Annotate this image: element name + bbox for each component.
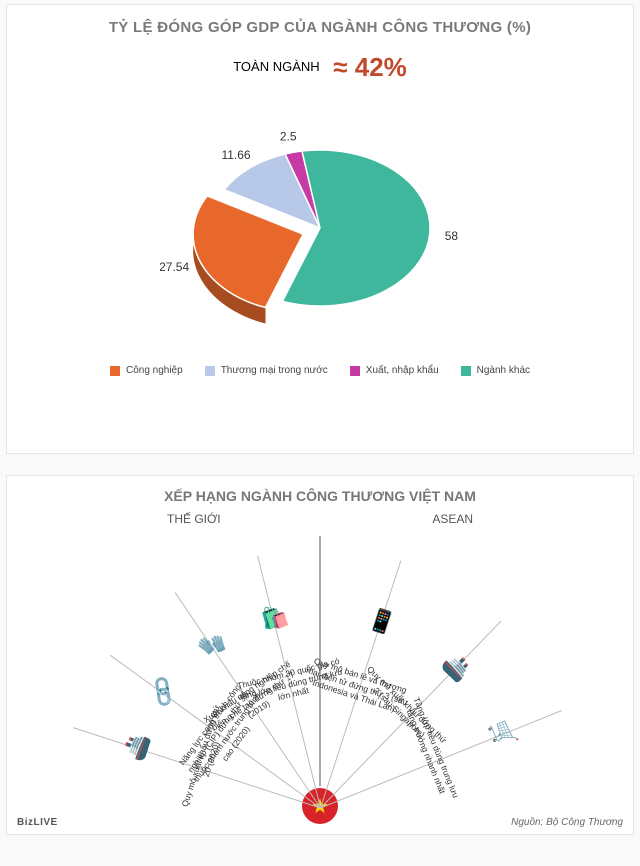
site-logo: BizLIVE [17, 817, 58, 828]
panel-title: TỶ LỆ ĐÓNG GÓP GDP CỦA NGÀNH CÔNG THƯƠNG… [7, 5, 633, 36]
ray-icon: 🛒 [485, 716, 519, 751]
legend-item: Ngành khác [461, 365, 530, 376]
region-asean: ASEAN [432, 512, 473, 526]
ray-label: Tầng lớp tiêu dùng trung lưu tăng trưởng… [401, 695, 462, 805]
ranking-panel: XẾP HẠNG NGÀNH CÔNG THƯƠNG VIỆT NAM THẾ … [6, 475, 634, 835]
legend-item: Thương mại trong nước [205, 365, 328, 376]
svg-text:2.5: 2.5 [280, 129, 297, 143]
ray-icon: 🔗 [145, 674, 182, 711]
svg-text:27.54: 27.54 [160, 260, 189, 274]
region-world: THẾ GIỚI [167, 512, 221, 526]
ray-icon: 📱 [365, 605, 399, 638]
ranking-title: XẾP HẠNG NGÀNH CÔNG THƯƠNG VIỆT NAM [7, 476, 633, 504]
pie-chart: 27.54 11.66 2.5 58 [160, 93, 480, 353]
ray-icon: 🛍️ [258, 602, 291, 634]
gdp-pie-panel: TỶ LỆ ĐÓNG GÓP GDP CỦA NGÀNH CÔNG THƯƠNG… [6, 4, 634, 454]
subtitle-value: ≈ 42% [333, 52, 407, 82]
source-footer: Nguồn: Bộ Công Thương [511, 817, 623, 828]
ray-icon: 🧤 [194, 627, 231, 664]
fan-diagram: ★ 🚢Quy mô xuất khẩu đứng thứ 20 (2020)🔗N… [7, 536, 633, 808]
subtitle-row: TOÀN NGÀNH ≈ 42% [7, 52, 633, 83]
pie-legend: Công nghiệp Thương mại trong nước Xuất, nh… [7, 365, 633, 376]
subtitle-label: TOÀN NGÀNH [233, 59, 319, 74]
svg-text:11.66: 11.66 [221, 148, 250, 162]
region-labels: THẾ GIỚI ASEAN [7, 504, 633, 526]
ray-icon: 🚢 [120, 730, 153, 764]
legend-item: Công nghiệp [110, 365, 183, 376]
legend-item: Xuất, nhập khẩu [350, 365, 439, 376]
svg-text:58: 58 [445, 229, 459, 243]
